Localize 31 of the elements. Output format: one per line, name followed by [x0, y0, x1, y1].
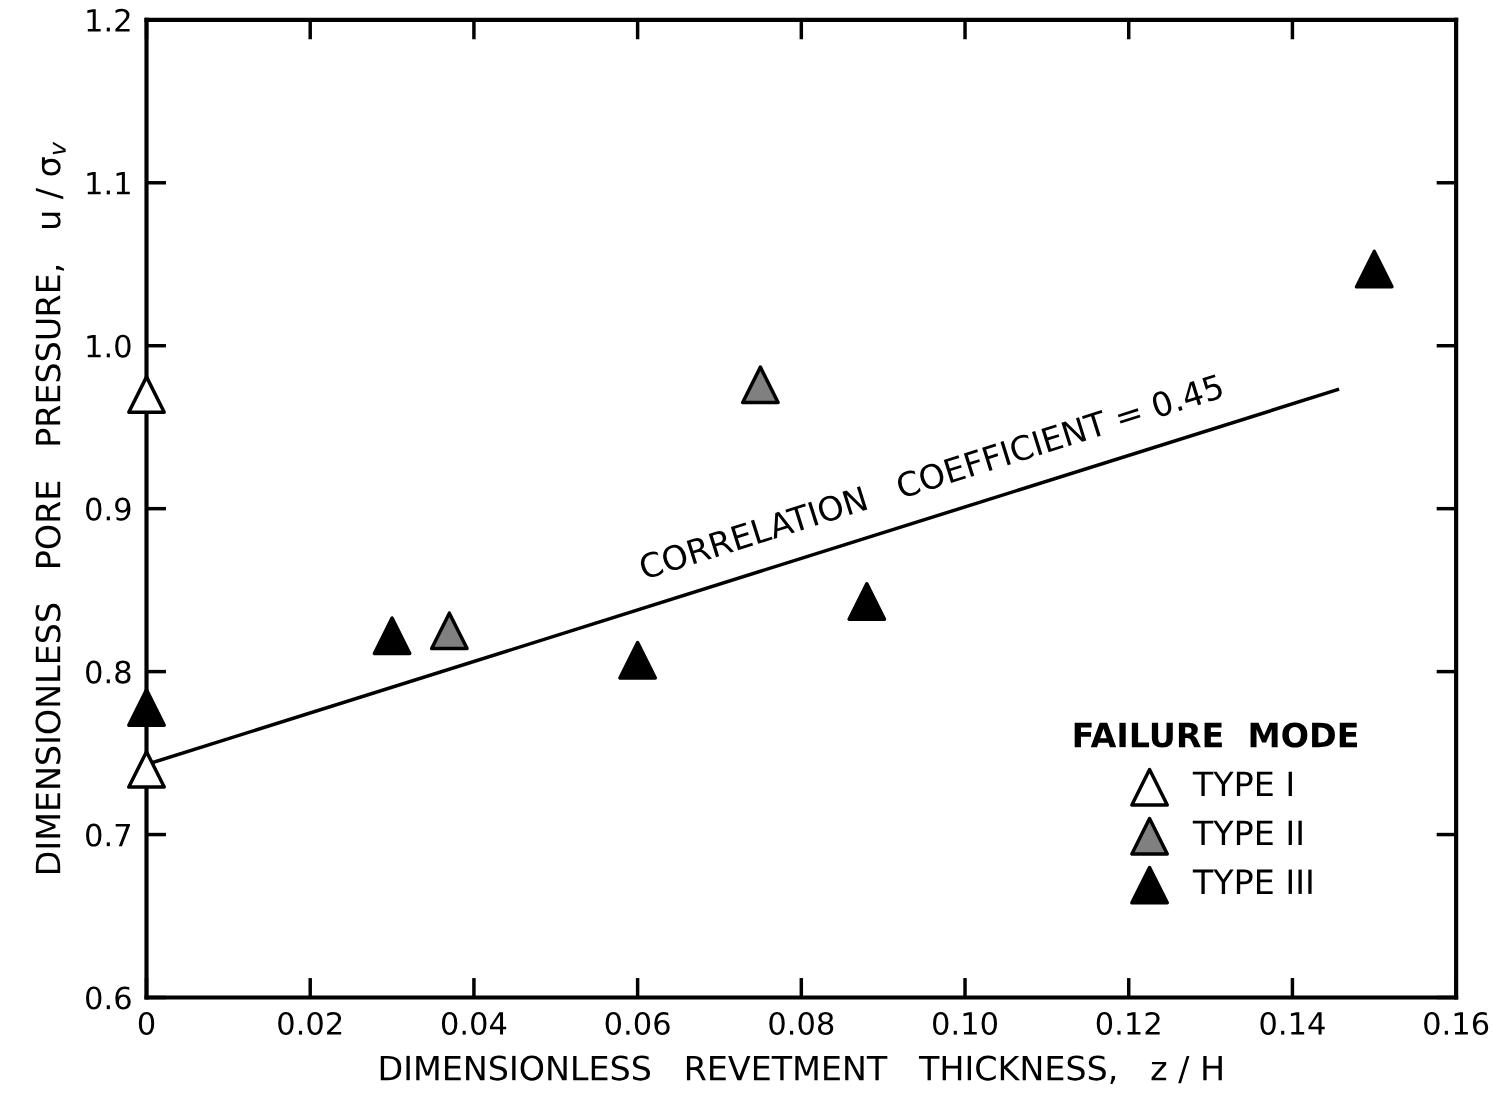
y-tick-label: 0.6	[86, 986, 131, 1010]
point	[127, 375, 166, 415]
x-tick-label: 0.14	[1260, 1011, 1325, 1036]
x-tick-label: 0	[138, 1011, 155, 1036]
legend-label: TYPE III	[1192, 869, 1312, 894]
point	[847, 582, 887, 621]
y-tick-label: 1.2	[87, 8, 130, 32]
point	[740, 365, 780, 405]
point	[429, 611, 469, 651]
y-tick-label: 1.0	[87, 334, 131, 358]
x-tick-label: 0.06	[605, 1011, 670, 1036]
point	[1354, 249, 1394, 289]
x-tick-label: 0.04	[441, 1011, 507, 1036]
legend-title: FAILURE MODE	[1074, 722, 1358, 748]
legend-label: TYPE II	[1192, 820, 1302, 845]
point	[618, 640, 658, 680]
x-tick-label: 0.08	[769, 1011, 834, 1036]
y-tick-label: 1.1	[87, 172, 130, 195]
x-axis-title: DIMENSIONLESS REVETMENT THICKNESS, z / H	[380, 1055, 1222, 1085]
point	[127, 688, 166, 727]
x-tick-label: 0.10	[933, 1011, 998, 1036]
x-tick-label: 0.16	[1424, 1011, 1489, 1036]
x-tick-label: 0.02	[278, 1011, 342, 1036]
y-tick-label: 0.8	[86, 660, 131, 684]
point	[127, 749, 166, 789]
y-tick-label: 0.9	[86, 497, 131, 521]
x-tick-label: 0.12	[1096, 1011, 1160, 1036]
y-axis-title: DIMENSIONLESS PORE PRESSURE, u / σ$_{v}$	[35, 141, 66, 874]
point	[372, 616, 412, 656]
y-tick-label: 0.7	[86, 823, 131, 847]
legend-label: TYPE I	[1192, 771, 1292, 797]
